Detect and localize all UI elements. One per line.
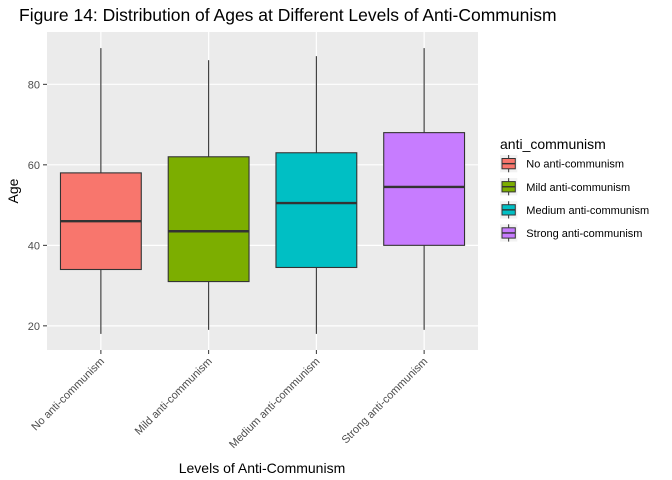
x-tick-label: Mild anti-communism — [133, 356, 215, 438]
boxes-layer — [59, 48, 466, 334]
legend-label: Strong anti-communism — [526, 228, 642, 240]
legend-label: Mild anti-communism — [526, 182, 630, 194]
y-tick-label: 80 — [28, 79, 40, 91]
y-tick-label: 40 — [28, 240, 40, 252]
box-3 — [275, 56, 358, 334]
box-4 — [383, 48, 466, 330]
y-axis-title: Age — [5, 178, 21, 203]
y-tick-label: 20 — [28, 321, 40, 333]
x-axis-title: Levels of Anti-Communism — [179, 460, 346, 476]
box-iqr — [275, 152, 358, 269]
x-tick-label: Medium anti-communism — [227, 356, 322, 451]
y-axis-ticks: 20 40 60 80 — [28, 79, 47, 333]
legend: anti_communism No anti-communism Mild ant… — [500, 136, 649, 242]
legend-title: anti_communism — [500, 136, 606, 152]
x-axis-ticks: No anti-communism Mild anti-communism Medi… — [29, 350, 430, 451]
box-2 — [167, 60, 250, 330]
box-iqr — [383, 132, 466, 246]
legend-label: Medium anti-communism — [526, 205, 649, 217]
box-iqr — [167, 156, 250, 283]
legend-label: No anti-communism — [526, 159, 624, 171]
box-1 — [59, 48, 142, 334]
x-tick-label: Strong anti-communism — [340, 356, 431, 447]
chart-title: Figure 14: Distribution of Ages at Diffe… — [19, 5, 557, 25]
y-tick-label: 60 — [28, 160, 40, 172]
x-tick-label: No anti-communism — [29, 356, 107, 434]
